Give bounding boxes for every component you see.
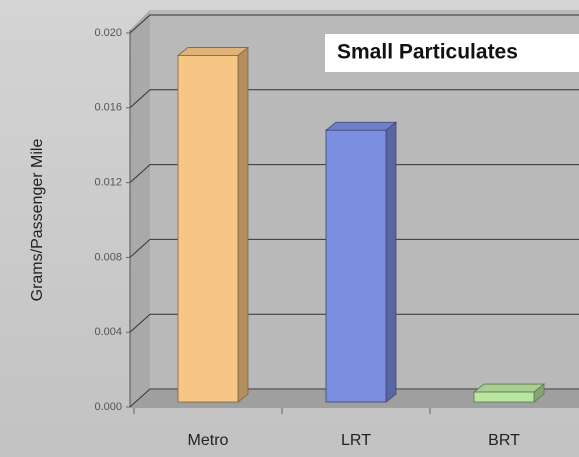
bar-top (472, 383, 546, 393)
y-tick-label: 0.000 (94, 401, 122, 413)
bar-side (237, 46, 249, 403)
bar-top (324, 121, 398, 131)
bar (177, 55, 239, 403)
bar (325, 129, 387, 403)
grid-line (129, 89, 579, 109)
x-tick-label: BRT (488, 432, 520, 449)
y-axis-label: Grams/Passenger Mile (29, 139, 46, 302)
side-wall (130, 10, 150, 408)
y-tick-label: 0.020 (94, 27, 122, 39)
y-tick-label: 0.012 (94, 177, 122, 189)
grid-line (129, 388, 579, 408)
y-tick-label: 0.016 (94, 102, 122, 114)
x-tick-label: Metro (188, 432, 229, 449)
bar-top (176, 47, 250, 56)
grid-line (129, 238, 579, 258)
title-box (325, 34, 579, 72)
chart-title: Small Particulates (337, 41, 518, 64)
y-tick-label: 0.004 (94, 326, 122, 338)
grid-line (129, 313, 579, 333)
bar-side (385, 121, 397, 403)
grid-line (129, 164, 579, 183)
bar (473, 391, 535, 403)
x-tick-label: LRT (341, 432, 371, 449)
grid-line (129, 14, 579, 34)
y-tick-label: 0.008 (94, 251, 122, 263)
